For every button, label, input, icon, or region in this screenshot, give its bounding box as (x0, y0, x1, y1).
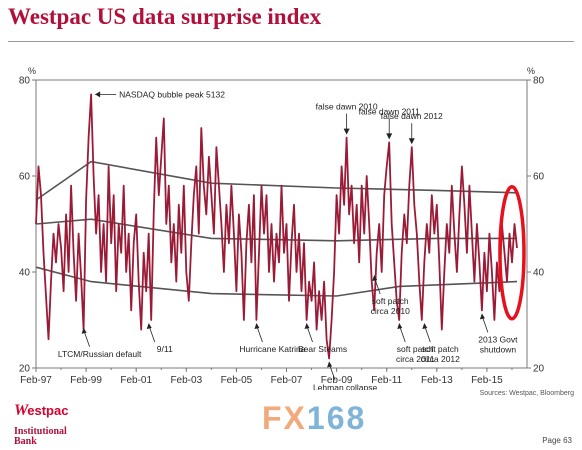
annotation-arrowhead (81, 327, 87, 334)
y-tick-label-right: 80 (533, 76, 545, 87)
surprise-index-chart: 20 20 40 40 60 60 80 80% % Feb-97 Feb-99 Feb-01 Feb-… (19, 66, 545, 390)
page-title: Westpac US data surprise index (8, 4, 322, 29)
annotation-arrowhead (397, 323, 403, 329)
westpac-logo: Westpac (14, 402, 68, 420)
logo-mark: W (14, 402, 28, 419)
annotation-arrowhead (372, 275, 378, 281)
annotation: Lehman collapse (313, 361, 378, 390)
y-tick-label-right: 40 (533, 268, 545, 279)
logo-name: estpac (27, 403, 69, 418)
annotation-label: soft patch (397, 344, 434, 354)
annotation-arrowhead (479, 313, 485, 320)
annotation-label: Bear Steams (298, 344, 347, 354)
annotation-label: circa 2010 (371, 306, 410, 316)
x-tick-label: Feb-01 (120, 375, 152, 386)
annotation: false dawn 2012 (381, 111, 443, 145)
annotation-arrowhead (343, 128, 350, 135)
annotation: Bear Steams (298, 323, 347, 354)
x-tick-label: Feb-13 (421, 375, 453, 386)
annotation-arrowhead (408, 138, 415, 145)
watermark-part-b: 168 (306, 400, 367, 436)
watermark-part-a: FX (262, 400, 307, 436)
annotation-arrowhead (422, 323, 428, 329)
x-tick-label: Feb-03 (170, 375, 202, 386)
x-tick-label: Feb-07 (271, 375, 303, 386)
logo-sub-line2: Bank (14, 436, 37, 447)
y-tick-label-left: 60 (19, 172, 31, 183)
title-divider (8, 41, 574, 42)
series-line-upper-band (35, 160, 518, 201)
y-tick-label-right: 60 (533, 172, 545, 183)
highlight-ellipse (498, 185, 526, 321)
annotation: Hurricane Katrina (239, 323, 306, 354)
annotation: false dawn 2010 (316, 102, 378, 135)
x-tick-label: Feb-99 (70, 375, 102, 386)
x-tick-label: Feb-05 (221, 375, 253, 386)
annotation-arrowhead (254, 323, 260, 329)
y-tick-label-left: 40 (19, 268, 31, 279)
annotation-label: circa 2011 (396, 354, 435, 364)
annotation-label: circa 2012 (421, 354, 460, 364)
annotation-label: soft patch (422, 344, 459, 354)
annotation-arrowhead (146, 323, 152, 329)
annotation-label: false dawn 2011 (359, 106, 421, 116)
annotation-label: Hurricane Katrina (239, 344, 305, 354)
source-note: Sources: Westpac, Bloomberg (479, 390, 574, 397)
series-line-index (35, 93, 518, 360)
annotation-arrowhead (386, 133, 393, 140)
annotation-arrowhead (304, 323, 310, 329)
annotation: 9/11 (146, 323, 173, 354)
annotation-label: Lehman collapse (313, 382, 378, 390)
annotation-label: LTCM/Russian default (58, 349, 142, 359)
annotation-label: 2013 Govt (478, 334, 518, 344)
x-tick-label: Feb-11 (371, 375, 402, 386)
annotation: LTCM/Russian default (58, 327, 142, 359)
y-tick-label-left: 80 (19, 76, 31, 87)
annotation-arrowhead (95, 91, 101, 98)
annotation-label: shutdown (480, 344, 517, 354)
annotation-label: false dawn 2012 (381, 111, 443, 121)
x-tick-label: Feb-97 (20, 375, 52, 386)
annotation: false dawn 2011 (359, 106, 421, 140)
x-tick-label: Feb-15 (471, 375, 503, 386)
annotation-label: false dawn 2010 (316, 102, 378, 112)
annotation-label: 9/11 (157, 344, 173, 354)
logo-subtitle: Institutional Bank (14, 427, 67, 447)
y-unit-label-left: % (28, 66, 36, 76)
annotation-label: soft patch (372, 296, 409, 306)
logo-sub-line1: Institutional (14, 426, 67, 437)
annotation-arrowhead (327, 361, 333, 368)
y-tick-label-right: 20 (533, 364, 545, 375)
x-tick-label: Feb-09 (321, 375, 353, 386)
annotation: NASDAQ bubble peak 5132 (95, 89, 225, 99)
y-tick-label-left: 20 (19, 364, 31, 375)
y-unit-label-right: % (527, 66, 535, 76)
page-number: Page 63 (542, 436, 572, 445)
fx168-watermark: FX168 (262, 400, 366, 437)
annotation-label: NASDAQ bubble peak 5132 (119, 89, 225, 99)
